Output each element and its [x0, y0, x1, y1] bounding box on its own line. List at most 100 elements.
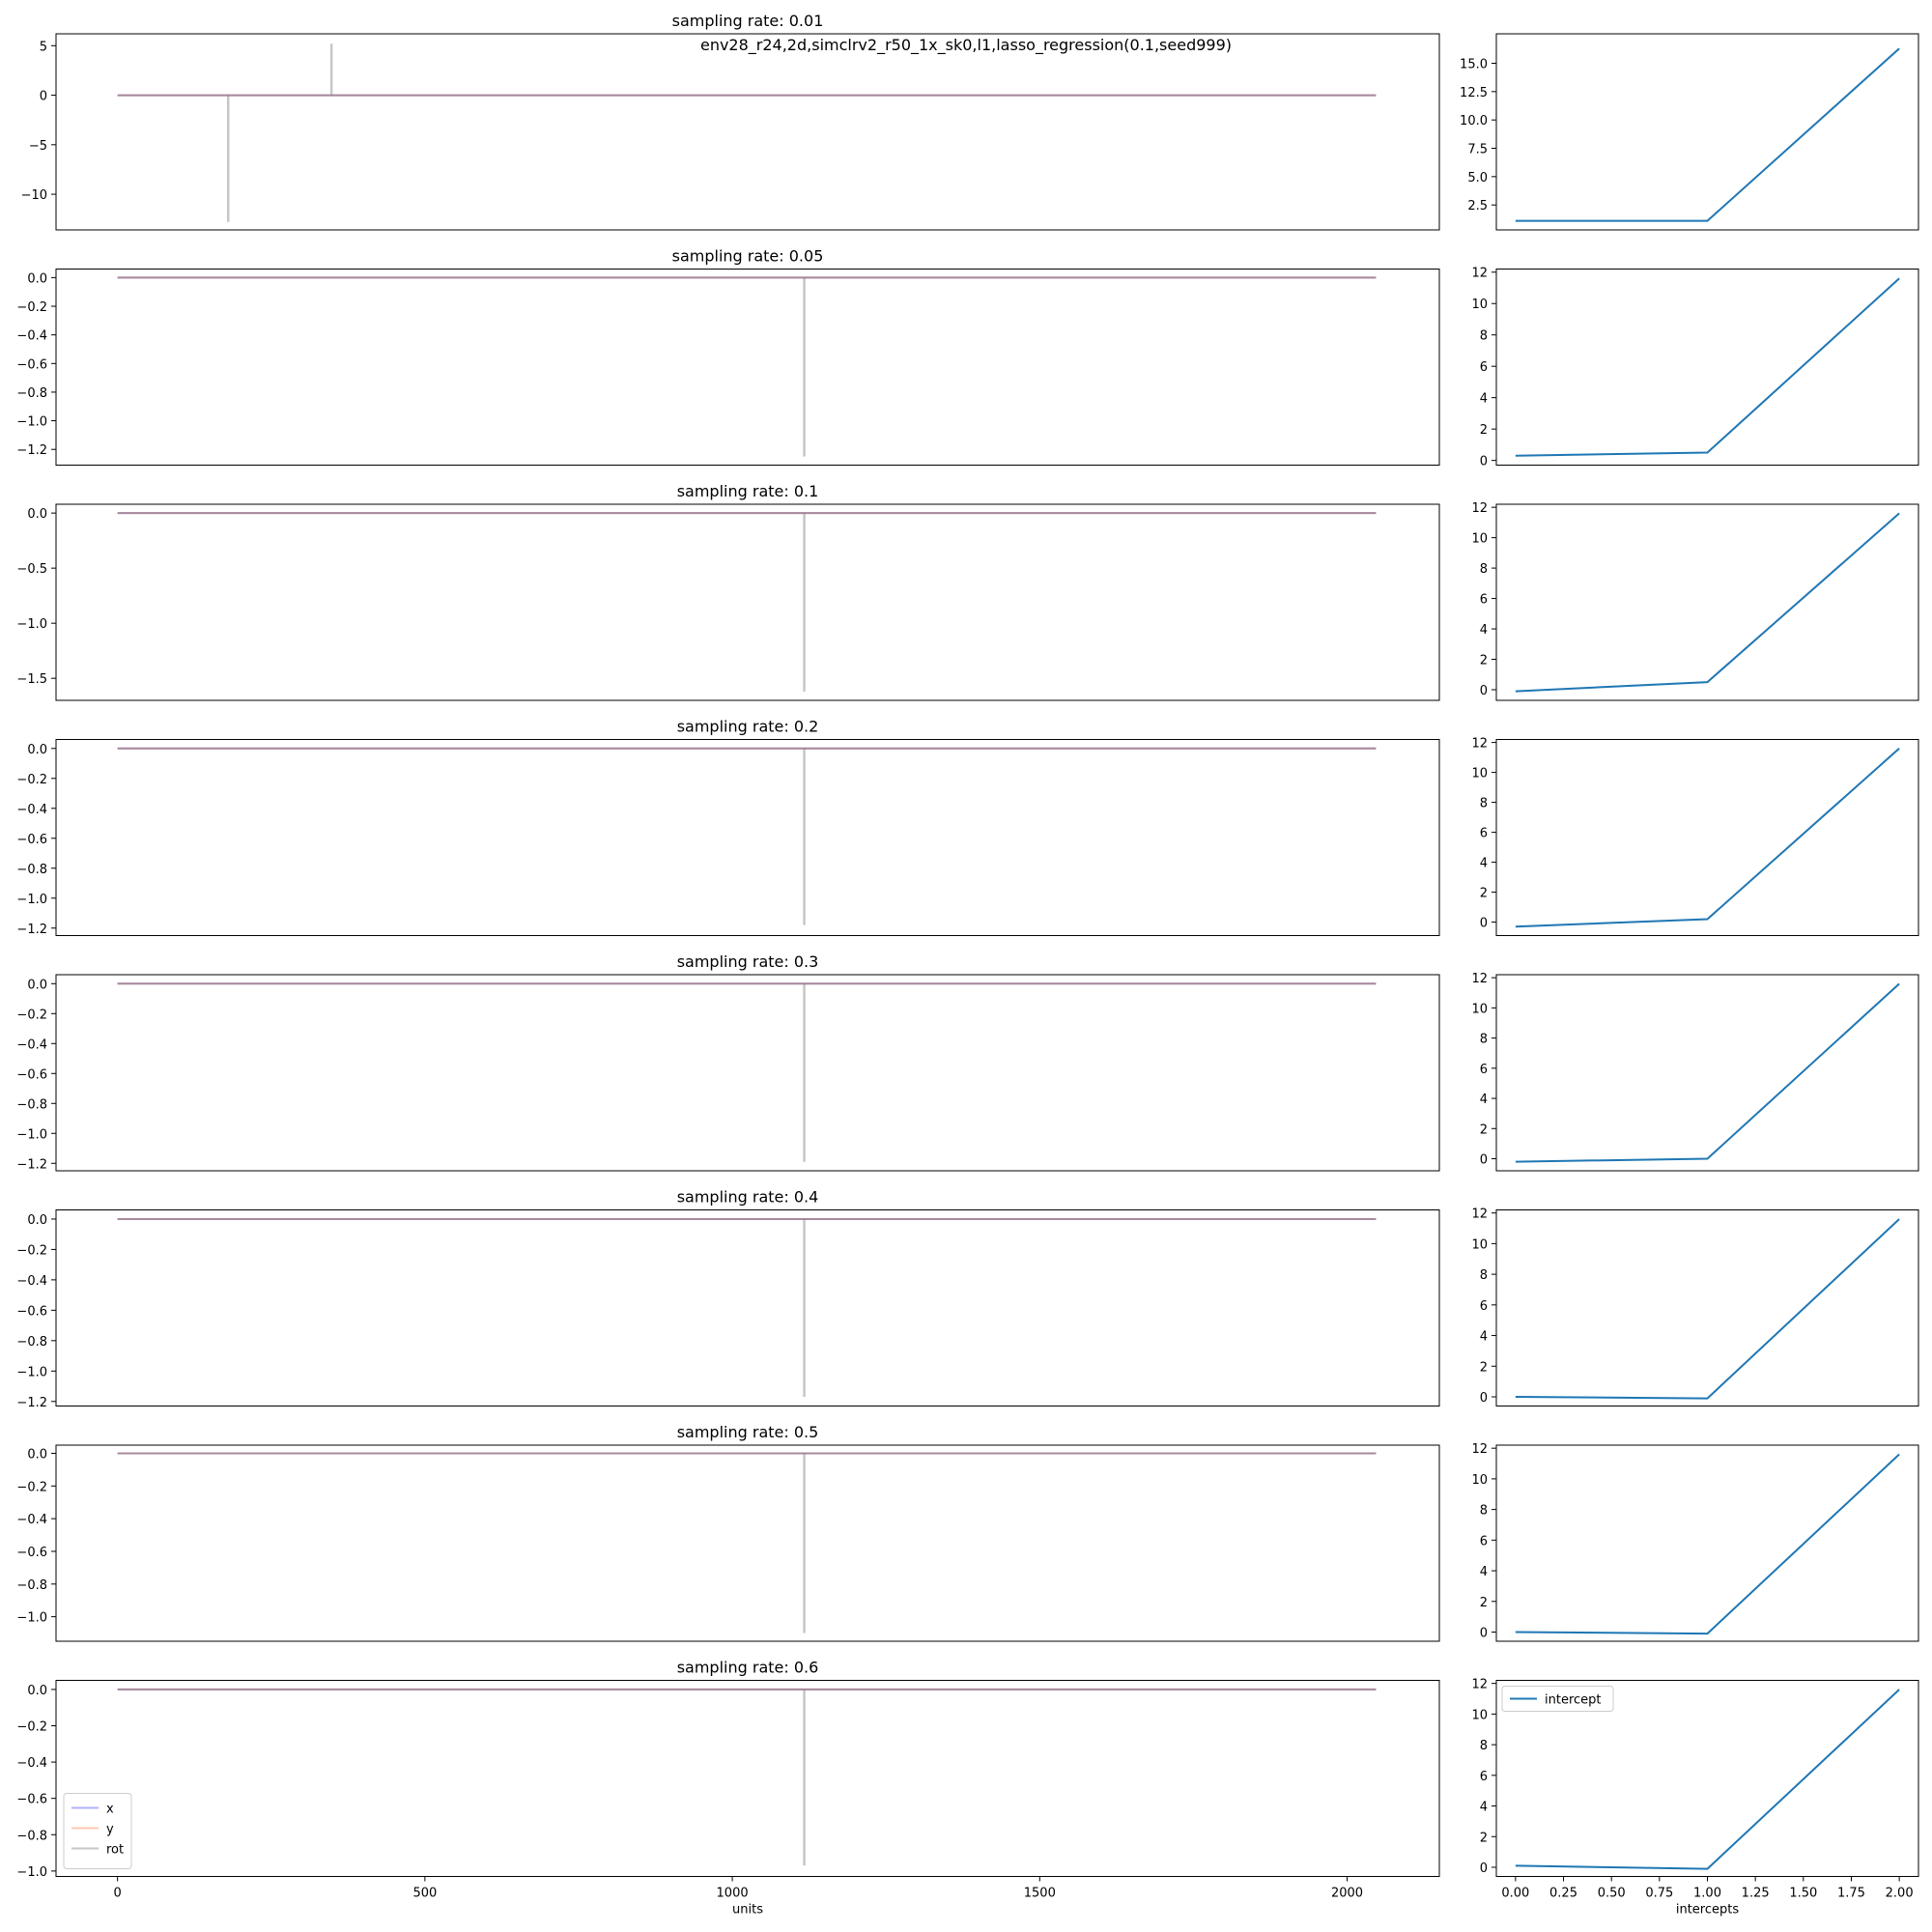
- y-tick-label: −0.2: [16, 1719, 47, 1734]
- y-tick-label: −0.8: [16, 1829, 47, 1843]
- y-tick-label: 15.0: [1460, 58, 1488, 72]
- y-tick-label: 12.5: [1460, 86, 1488, 100]
- y-tick-label: 6: [1480, 1534, 1488, 1548]
- y-tick-label: −1.2: [16, 1157, 47, 1172]
- coefficient-chart: 0.0 −0.2 −0.4 −0.6 −0.8 −1.0 −1.2 sampling rate…: [16, 1188, 1440, 1410]
- y-tick-label: 2: [1480, 423, 1488, 438]
- y-tick-label: −0.4: [16, 1037, 47, 1052]
- axes-frame: [55, 1444, 1440, 1642]
- coefficient-chart: 0.0 −0.2 −0.4 −0.6 −0.8 −1.0 −1.2 sampling rate…: [16, 718, 1440, 937]
- y-tick-label: 10: [1471, 1708, 1488, 1722]
- intercept-chart: 0 2 4 6 8 10 12: [1471, 501, 1919, 701]
- intercept-chart: 0 2 4 6 8 10 12: [1471, 737, 1919, 936]
- y-tick-label: 2: [1480, 1831, 1488, 1845]
- legend-label-rot: rot: [106, 1843, 124, 1858]
- y-tick-label: 0.0: [27, 743, 47, 757]
- intercept-chart: 0 2 4 6 8 10 12: [1471, 1442, 1919, 1642]
- x-axis-label: units: [732, 1903, 763, 1918]
- y-tick-label: −1.0: [16, 415, 47, 430]
- y-tick-label: −1.2: [16, 443, 47, 458]
- y-tick-label: −0.6: [16, 1067, 47, 1082]
- series-intercept-line: [1515, 1453, 1900, 1635]
- y-tick-label: −0.6: [16, 1793, 47, 1807]
- series-intercept-line: [1515, 1218, 1900, 1400]
- y-tick-label: 7.5: [1467, 143, 1488, 157]
- y-tick-label: −0.6: [16, 357, 47, 372]
- y-tick-label: 10: [1471, 767, 1488, 781]
- panel-title: sampling rate: 0.05: [672, 247, 824, 266]
- axes-frame: [55, 503, 1440, 701]
- y-tick-label: −0.4: [16, 329, 47, 344]
- y-tick-label: 2: [1480, 1360, 1488, 1375]
- y-tick-label: −0.8: [16, 386, 47, 401]
- y-tick-label: −1.0: [16, 617, 47, 632]
- y-tick-label: −1.0: [16, 1127, 47, 1142]
- y-tick-label: 8: [1480, 562, 1488, 577]
- y-tick-label: 12: [1471, 1678, 1488, 1692]
- axes-frame: [1495, 503, 1919, 701]
- legend-label-x: x: [106, 1803, 114, 1817]
- y-tick-label: 2: [1480, 1596, 1488, 1610]
- x-tick-label: 500: [412, 1887, 437, 1901]
- y-tick-label: 4: [1480, 1330, 1488, 1345]
- y-tick-label: −1.0: [16, 893, 47, 907]
- y-tick-label: 10: [1471, 1473, 1488, 1488]
- x-tick-label: 1.50: [1789, 1887, 1817, 1901]
- figure-suptitle: env28_r24,2d,simclrv2_r50_1x_sk0,l1,lass…: [700, 36, 1232, 55]
- y-tick-label: 2: [1480, 654, 1488, 668]
- y-tick-label: 4: [1480, 857, 1488, 871]
- panel-title: sampling rate: 0.3: [677, 952, 819, 971]
- y-tick-label: 0: [1480, 1861, 1488, 1876]
- y-tick-label: −0.5: [16, 562, 47, 577]
- x-tick-label: 0.25: [1549, 1887, 1577, 1901]
- x-axis-label: intercepts: [1676, 1903, 1740, 1918]
- y-tick-label: −0.8: [16, 1335, 47, 1350]
- y-tick-label: 4: [1480, 623, 1488, 638]
- axes-frame: [1495, 1680, 1919, 1877]
- y-tick-label: −0.4: [16, 1274, 47, 1289]
- y-tick-label: 8: [1480, 329, 1488, 344]
- legend-box: [1501, 1686, 1614, 1712]
- y-tick-label: −5: [29, 139, 47, 154]
- intercept-chart: 2.5 5.0 7.5 10.0 12.5 15.0: [1460, 33, 1919, 231]
- axes-frame: [55, 1209, 1440, 1406]
- y-tick-label: 0.0: [27, 507, 47, 522]
- x-tick-label: 0.00: [1501, 1887, 1529, 1901]
- y-tick-label: −0.2: [16, 1480, 47, 1494]
- y-tick-label: 4: [1480, 1565, 1488, 1579]
- y-tick-label: 0.0: [27, 1684, 47, 1698]
- y-tick-label: 8: [1480, 1739, 1488, 1753]
- y-tick-label: 12: [1471, 1208, 1488, 1222]
- y-tick-label: 0: [1480, 917, 1488, 931]
- panels: 5 0 −5 −10 sampling rate: 0.01 0.0 −0.2 −0.4 −0.…: [16, 12, 1919, 1918]
- y-tick-label: 8: [1480, 797, 1488, 811]
- y-tick-label: 2: [1480, 1122, 1488, 1137]
- x-tick-label: 0.75: [1645, 1887, 1673, 1901]
- y-tick-label: 6: [1480, 360, 1488, 375]
- series-intercept-line: [1515, 748, 1900, 928]
- legend-box: [63, 1793, 132, 1869]
- y-tick-label: 8: [1480, 1033, 1488, 1047]
- series-intercept-line: [1515, 1689, 1900, 1870]
- y-tick-label: −0.4: [16, 1513, 47, 1527]
- y-tick-label: 12: [1471, 267, 1488, 281]
- panel-title: sampling rate: 0.01: [672, 12, 824, 30]
- y-tick-label: −1.0: [16, 1365, 47, 1379]
- y-tick-label: 0.0: [27, 978, 47, 992]
- y-tick-label: 0: [1480, 684, 1488, 698]
- axes-frame: [55, 974, 1440, 1172]
- y-tick-label: −1.2: [16, 923, 47, 937]
- intercept-chart: 0 2 4 6 8 10 12: [1471, 267, 1919, 469]
- y-tick-label: 10: [1471, 298, 1488, 312]
- y-tick-label: 12: [1471, 1442, 1488, 1457]
- y-tick-label: 10: [1471, 1237, 1488, 1252]
- axes-frame: [1495, 269, 1919, 466]
- x-tick-label: 1000: [717, 1887, 749, 1901]
- axes-frame: [1495, 974, 1919, 1172]
- y-tick-label: 4: [1480, 1801, 1488, 1815]
- y-tick-label: −1.0: [16, 1611, 47, 1626]
- panel-title: sampling rate: 0.4: [677, 1188, 819, 1207]
- y-tick-label: 0: [1480, 1626, 1488, 1640]
- series-intercept-line: [1515, 47, 1900, 222]
- y-tick-label: 0: [40, 90, 47, 104]
